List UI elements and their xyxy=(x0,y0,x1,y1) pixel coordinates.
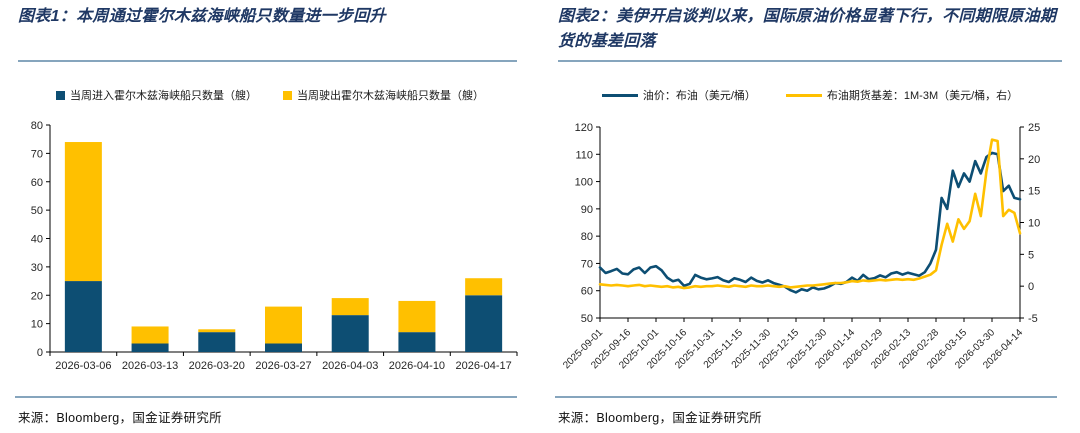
brent-price-label: 油价：布油（美元/桶） xyxy=(642,90,756,102)
figure-1-source: 来源：Bloomberg，国金证券研究所 xyxy=(18,411,222,425)
bar-y-tick-label: 0 xyxy=(37,347,43,359)
bar-inbound-segment xyxy=(398,332,436,352)
figure-1-footer-divider xyxy=(15,396,517,398)
bar-outbound-segment xyxy=(465,278,503,296)
brent-price-swatch xyxy=(601,93,638,97)
bar-x-tick-label: 2026-03-20 xyxy=(189,360,245,372)
bar-inbound-segment xyxy=(465,295,503,352)
left-y-tick-label: 110 xyxy=(575,149,593,161)
bar-y-tick-label: 10 xyxy=(31,319,43,331)
bar-x-tick-label: 2026-04-10 xyxy=(389,360,445,372)
figure-2-footer-divider xyxy=(555,396,1057,398)
bar-inbound-segment xyxy=(131,343,169,352)
bar-outbound-segment xyxy=(131,326,169,344)
figure-2-title: 图表2：美伊开启谈判以来，国际原油价格显著下行，不同期限原油期货的基差回落 xyxy=(558,8,1057,50)
bar-y-tick-label: 20 xyxy=(31,290,43,302)
bar-inbound-segment xyxy=(265,343,302,352)
inbound-ships-label: 当周进入霍尔木兹海峡船只数量（艘） xyxy=(70,90,257,102)
brent-price-line xyxy=(598,151,1022,294)
figure-1-title: 图表1：本周通过霍尔木兹海峡船只数量进一步回升 xyxy=(18,8,386,25)
hormuz-ships-bar-chart: 0 10 20 30 40 50 60 70 80 2026-03-06 2026-03-13 202… xyxy=(18,112,524,385)
legend-item-brent-price: 油价：布油（美元/桶） xyxy=(601,87,756,103)
bar-outbound-segment xyxy=(198,329,236,333)
bar-outbound-segment xyxy=(398,300,436,333)
bar-axes xyxy=(46,124,518,356)
legend-item-inbound-ships: 当周进入霍尔木兹海峡船只数量（艘） xyxy=(56,87,257,103)
right-y-tick-label: 25 xyxy=(1028,122,1040,134)
legend-item-futures-basis: 布油期货基差：1M-3M（美元/桶，右） xyxy=(785,87,1019,103)
figure-1-title-divider xyxy=(18,60,517,62)
outbound-ships-label: 当周驶出霍尔木兹海峡船只数量（艘） xyxy=(297,90,484,102)
futures-basis-swatch xyxy=(785,93,822,97)
figure-2-source: 来源：Bloomberg，国金证券研究所 xyxy=(558,411,762,425)
inbound-ships-swatch xyxy=(56,90,65,100)
bar-x-tick-label: 2026-03-13 xyxy=(122,360,178,372)
stacked-bars xyxy=(64,142,503,352)
bar-x-tick-label: 2026-03-27 xyxy=(255,360,311,372)
bar-x-tick-label: 2026-04-17 xyxy=(456,360,512,372)
figure-2-legend: 油价：布油（美元/桶） 布油期货基差：1M-3M（美元/桶，右） xyxy=(540,87,1080,103)
figure-2-panel: 图表2：美伊开启谈判以来，国际原油价格显著下行，不同期限原油期货的基差回落 油价… xyxy=(540,0,1080,433)
bar-inbound-segment xyxy=(198,332,236,352)
bar-y-tick-label: 40 xyxy=(31,234,43,246)
right-y-tick-label: 10 xyxy=(1028,218,1040,230)
left-y-tick-label: 120 xyxy=(575,122,593,134)
brent-price-basis-line-chart: 50 60 70 80 90 100 110 120 -5 0 5 10 15 20 25 2025-09-0… xyxy=(558,112,1070,409)
right-y-tick-label: 20 xyxy=(1028,154,1040,166)
line-chart-svg: 5060708090100110120-505101520252025-09-0… xyxy=(561,122,1040,371)
bar-y-tick-label: 70 xyxy=(31,148,43,160)
left-y-tick-label: 50 xyxy=(581,313,593,325)
futures-basis-label: 布油期货基差：1M-3M（美元/桶，右） xyxy=(826,90,1019,102)
figure-1-legend: 当周进入霍尔木兹海峡船只数量（艘） 当周驶出霍尔木兹海峡船只数量（艘） xyxy=(0,87,540,103)
right-y-tick-label: 5 xyxy=(1028,249,1034,261)
figure-2-title-divider xyxy=(558,60,1062,62)
bar-y-tick-label: 60 xyxy=(31,177,43,189)
bar-inbound-segment xyxy=(331,315,369,352)
left-y-tick-label: 100 xyxy=(575,177,593,189)
line-axes xyxy=(596,126,1024,322)
bar-y-tick-label: 50 xyxy=(31,205,43,217)
bar-x-tick-label: 2026-04-03 xyxy=(322,360,378,372)
bar-outbound-segment xyxy=(331,298,369,316)
futures-basis-line xyxy=(598,138,1022,290)
bar-inbound-segment xyxy=(64,281,102,352)
outbound-ships-swatch xyxy=(283,90,292,100)
bar-outbound-segment xyxy=(265,306,302,344)
bar-chart-svg: 0 10 20 30 40 50 60 70 80 2026-03-06 2026-03-13 202… xyxy=(31,120,518,372)
left-y-tick-label: 70 xyxy=(581,258,593,270)
right-y-tick-label: 15 xyxy=(1028,186,1040,198)
legend-item-outbound-ships: 当周驶出霍尔木兹海峡船只数量（艘） xyxy=(283,87,484,103)
left-y-tick-label: 80 xyxy=(581,231,593,243)
bar-y-tick-label: 30 xyxy=(31,262,43,274)
right-y-tick-label: -5 xyxy=(1028,313,1038,325)
bar-outbound-segment xyxy=(64,142,102,282)
figure-1-panel: 图表1：本周通过霍尔木兹海峡船只数量进一步回升 当周进入霍尔木兹海峡船只数量（艘… xyxy=(0,8,540,425)
left-y-tick-label: 60 xyxy=(581,286,593,298)
bar-y-tick-label: 80 xyxy=(31,120,43,132)
bar-x-tick-label: 2026-03-06 xyxy=(55,360,111,372)
right-y-tick-label: 0 xyxy=(1028,281,1034,293)
left-y-tick-label: 90 xyxy=(581,204,593,216)
